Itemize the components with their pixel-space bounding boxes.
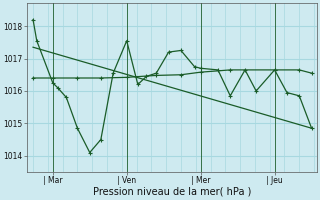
X-axis label: Pression niveau de la mer( hPa ): Pression niveau de la mer( hPa ) [92,187,251,197]
